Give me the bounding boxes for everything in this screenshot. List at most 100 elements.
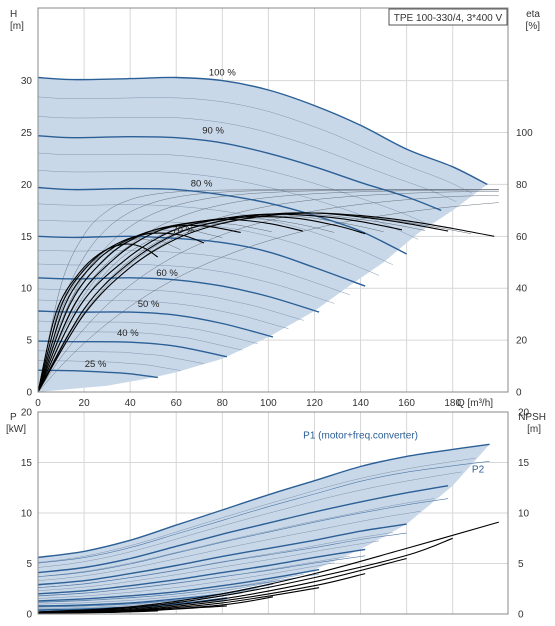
top-x-tick-label: 20 (79, 398, 91, 409)
top-thin-head-curve (38, 360, 181, 371)
top-x-tick-label: 40 (125, 398, 137, 409)
npsh-curve (38, 521, 499, 613)
chart-title: TPE 100-330/4, 3*400 V (394, 13, 503, 24)
bottom-y-tick-label-right: 15 (518, 458, 530, 469)
head-curve-100 (38, 76, 488, 186)
speed-label: 25 % (85, 359, 107, 370)
top-system-curve (38, 202, 499, 392)
top-y-tick-label-right: 40 (516, 284, 528, 295)
top-x-tick-label: 100 (260, 398, 277, 409)
bottom-y-tick-label-left: 0 (26, 610, 32, 621)
efficiency-curve (38, 212, 449, 392)
p2-curve-70 (38, 555, 366, 597)
head-curve-80 (38, 186, 407, 255)
top-x-tick-label: 160 (398, 398, 415, 409)
bottom-thin-power-curve (38, 498, 435, 577)
head-curve-50 (38, 310, 274, 338)
top-y-tick-label-right: 60 (516, 232, 528, 243)
bottom-y-label-left-1: P (10, 412, 17, 423)
top-x-tick-label: 60 (171, 398, 183, 409)
bottom-y-tick-label-right: 0 (518, 610, 524, 621)
npsh-curve (38, 610, 158, 614)
bottom-y-tick-label-right: 5 (518, 559, 524, 570)
top-thin-head-curve (38, 152, 430, 226)
top-x-tick-label: 180 (444, 398, 461, 409)
efficiency-curve (38, 243, 159, 392)
top-y-tick-label-right: 20 (516, 336, 528, 347)
top-y-tick-label-right: 0 (516, 388, 522, 399)
bottom-thin-power-curve (38, 457, 476, 563)
bottom-y-ticks-left: 0 5 10 15 20 (21, 408, 33, 621)
bottom-thin-power-curve (38, 471, 462, 568)
top-y-label-left-1: H (10, 9, 17, 20)
bottom-y-label-left-2: [kW] (6, 424, 26, 435)
bottom-plot-frame (37, 411, 509, 615)
top-x-tick-label: 0 (35, 398, 41, 409)
speed-labels: 100 % 90 % 80 % 70 % 60 % 50 % 40 % 25 % (85, 67, 237, 370)
top-thin-head-curve (38, 219, 380, 276)
top-system-curves (38, 96, 499, 392)
power-curve-70 (38, 548, 366, 595)
p2-curve-100 (38, 461, 490, 564)
head-curve-25 (38, 369, 158, 379)
title-box (388, 8, 508, 26)
bottom-thin-power-curve (38, 540, 380, 592)
top-y-tick-label-left: 10 (21, 284, 33, 295)
top-y-tick-label-left: 0 (26, 388, 32, 399)
top-thin-head-curve (38, 96, 473, 194)
top-plot-frame (37, 7, 509, 393)
speed-label: 100 % (209, 67, 236, 78)
top-system-curve (38, 189, 499, 392)
power-annotation: P1 (motor+freq.converter) (303, 430, 418, 441)
efficiency-curve (38, 212, 495, 392)
top-y-tick-label-left: 5 (26, 336, 32, 347)
top-head-curves (38, 76, 488, 379)
bottom-y-tick-label-right: 10 (518, 509, 530, 520)
head-curve-70 (38, 235, 366, 287)
efficiency-curve (38, 232, 205, 392)
bottom-y-label-right-2: [m] (527, 424, 541, 435)
top-y-tick-label-left: 20 (21, 180, 33, 191)
power-npsh-chart: 0 5 10 15 20 0 5 10 15 20 P1 (motor+freq.convert… (6, 408, 546, 621)
head-curve-40 (38, 340, 228, 358)
top-y-tick-label-right: 80 (516, 180, 528, 191)
speed-label: 90 % (202, 126, 224, 137)
top-y-label-right-2: [%] (526, 21, 541, 32)
bottom-annotations: P1 (motor+freq.converter) P2 (303, 430, 484, 475)
top-efficiency-curves (38, 212, 495, 392)
top-x-ticks: 0 20 40 60 80 100 120 140 160 180 (35, 398, 461, 409)
bottom-y-tick-label-left: 15 (21, 458, 33, 469)
top-x-tick-label: 120 (306, 398, 323, 409)
speed-label: 80 % (191, 179, 213, 190)
top-y-label-right-1: eta (526, 9, 540, 20)
power-curve-80 (38, 523, 407, 586)
npsh-curve (38, 537, 453, 613)
bottom-y-ticks-right: 0 5 10 15 20 (518, 408, 530, 621)
bottom-y-tick-label-left: 20 (21, 408, 33, 419)
top-thin-head-curve (38, 169, 419, 240)
top-y-tick-label-right: 100 (516, 128, 533, 139)
top-thin-head-curve (38, 203, 393, 265)
top-y-ticks-left: 0 5 10 15 20 25 30 (21, 76, 33, 398)
speed-label: 40 % (117, 328, 139, 339)
power-annotation: P2 (472, 465, 485, 476)
p2-curve-60 (38, 573, 320, 603)
bottom-y-tick-label-right: 20 (518, 408, 530, 419)
efficiency-curve (38, 224, 241, 392)
top-y-tick-label-left: 15 (21, 232, 33, 243)
top-y-ticks-right: 0 20 40 60 80 100 (516, 128, 533, 398)
bottom-thin-power-curve (38, 578, 289, 605)
top-y-tick-label-left: 25 (21, 128, 33, 139)
p2-curve-80 (38, 532, 407, 588)
head-efficiency-chart: 0 20 40 60 80 100 120 140 160 180 0 5 10 15 20 25 30 0 2… (10, 7, 541, 409)
bottom-y-tick-label-left: 5 (26, 559, 32, 570)
bottom-thin-power-curve (38, 562, 335, 599)
bottom-thin-power-curve (38, 511, 421, 581)
top-thin-head-curve (38, 116, 457, 202)
bottom-y-label-right-1: NPSH (518, 412, 546, 423)
top-y-tick-label-left: 30 (21, 76, 33, 87)
top-thin-head-curve (38, 299, 289, 329)
top-thin-head-curve (38, 263, 335, 304)
top-system-curve (38, 195, 499, 392)
bottom-npsh-curves (38, 521, 499, 614)
